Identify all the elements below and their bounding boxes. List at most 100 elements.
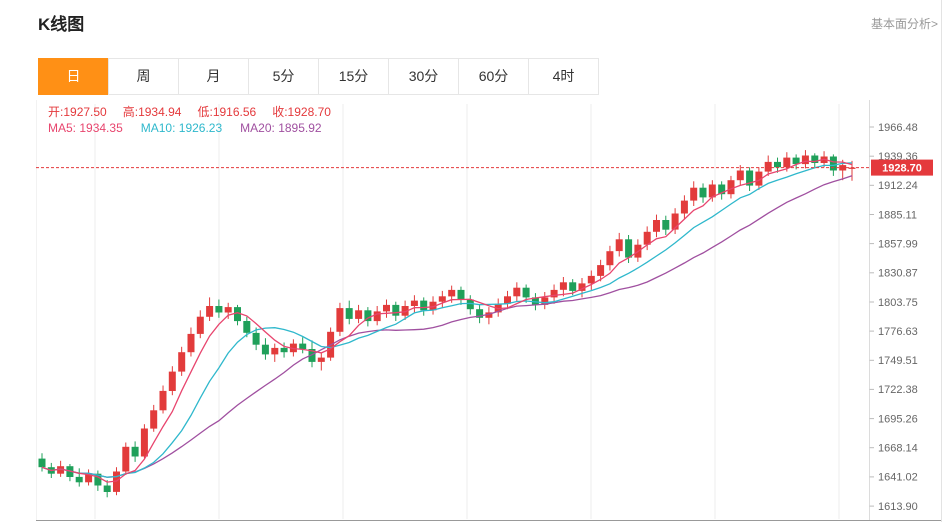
- candle-body: [196, 316, 204, 334]
- candle-body: [168, 371, 176, 391]
- candle-body: [410, 300, 418, 306]
- candle-body: [550, 289, 558, 298]
- ma20-line: [41, 175, 853, 478]
- candle-body: [159, 390, 167, 411]
- candle-body: [578, 283, 586, 291]
- tab-60min[interactable]: 60分: [458, 58, 529, 95]
- candle-body: [103, 485, 111, 492]
- y-axis-label: 1803.75: [878, 297, 918, 309]
- candle-body: [680, 200, 688, 214]
- candle-body: [243, 321, 251, 333]
- candle-body: [289, 343, 297, 353]
- candle-body: [662, 220, 670, 230]
- candle-body: [420, 300, 428, 311]
- candle-body: [587, 275, 595, 284]
- candle-body: [541, 297, 549, 305]
- candle-body: [345, 308, 353, 319]
- candle-body: [559, 282, 567, 290]
- candle-body: [811, 155, 819, 163]
- y-axis-label: 1722.38: [878, 384, 918, 396]
- candle-body: [206, 306, 214, 317]
- ma5-line: [41, 158, 853, 483]
- tab-15min[interactable]: 15分: [318, 58, 389, 95]
- candle-body: [308, 349, 316, 362]
- close-label: 收:: [272, 105, 288, 119]
- tab-day[interactable]: 日: [38, 58, 109, 95]
- candle-body: [252, 332, 260, 345]
- candle-body: [355, 310, 363, 319]
- open-label: 开:: [48, 105, 64, 119]
- candle-body: [234, 307, 241, 322]
- candle-body: [131, 446, 139, 457]
- candle-body: [783, 157, 791, 168]
- current-price-label: 1928.70: [882, 162, 922, 174]
- y-axis-label: 1641.02: [878, 472, 918, 484]
- candle-body: [653, 220, 660, 232]
- candle-body: [736, 170, 744, 181]
- y-axis-label: 1668.14: [878, 443, 918, 455]
- candle-body: [699, 187, 707, 198]
- candle-body: [429, 301, 437, 311]
- candle-body: [261, 344, 269, 355]
- candle-body: [373, 311, 381, 322]
- candle-body: [187, 333, 195, 353]
- candle-body: [690, 187, 698, 201]
- candle-body: [671, 213, 679, 230]
- ohlc-readout: 开:1927.50 高:1934.94 低:1916.56 收:1928.70: [48, 103, 347, 120]
- kline-chart-canvas[interactable]: 1966.481939.361912.241885.111857.991830.…: [0, 100, 944, 522]
- y-axis-label: 1885.11: [878, 209, 917, 221]
- candle-body: [113, 471, 120, 492]
- candle-body: [485, 312, 493, 318]
- y-axis-label: 1613.90: [878, 501, 918, 513]
- candle-body: [401, 306, 409, 316]
- ma10-line: [41, 162, 853, 478]
- y-axis-label: 1912.24: [878, 180, 918, 192]
- candle-body: [746, 170, 754, 186]
- candle-body: [531, 297, 539, 305]
- candle-body: [178, 352, 186, 372]
- candle-body: [150, 410, 158, 429]
- candle-body: [392, 304, 400, 316]
- candle-body: [336, 308, 344, 332]
- candle-body: [122, 446, 130, 472]
- low-value: 1916.56: [212, 105, 257, 119]
- ma20-value: 1895.92: [278, 121, 322, 135]
- y-axis-label: 1857.99: [878, 238, 918, 250]
- y-axis-label: 1966.48: [878, 122, 918, 134]
- tab-5min[interactable]: 5分: [248, 58, 319, 95]
- candle-body: [774, 161, 781, 168]
- ma5-value: 1934.35: [79, 121, 123, 135]
- candle-body: [448, 289, 456, 297]
- candle-body: [383, 304, 390, 312]
- candle-body: [224, 307, 232, 313]
- ma10-value: 1926.23: [178, 121, 223, 135]
- tab-month[interactable]: 月: [178, 58, 249, 95]
- current-price-marker: [871, 159, 933, 176]
- candle-body: [569, 282, 577, 291]
- candle-body: [792, 157, 800, 165]
- ma20-label: MA20:: [240, 121, 275, 135]
- candle-body: [271, 347, 279, 355]
- candle-body: [801, 155, 809, 165]
- candle-body: [476, 309, 484, 318]
- candle-body: [299, 343, 307, 349]
- candle-body: [718, 184, 726, 195]
- page-title: K线图: [38, 15, 85, 34]
- candle-body: [438, 296, 446, 302]
- close-value: 1928.70: [287, 105, 331, 119]
- candle-body: [85, 473, 93, 483]
- panel-right-border: [941, 0, 942, 522]
- fundamental-analysis-link[interactable]: 基本面分析>: [870, 17, 938, 31]
- tab-week[interactable]: 周: [108, 58, 179, 95]
- candle-body: [94, 473, 102, 486]
- y-axis-label: 1776.63: [878, 326, 918, 338]
- candle-body: [140, 428, 148, 457]
- y-axis-label: 1749.51: [878, 355, 918, 367]
- tab-30min[interactable]: 30分: [388, 58, 459, 95]
- candle-body: [829, 156, 837, 171]
- candle-body: [466, 299, 474, 310]
- open-value: 1927.50: [63, 105, 107, 119]
- tab-4hour[interactable]: 4时: [528, 58, 599, 95]
- candle-body: [625, 239, 633, 258]
- candle-body: [504, 296, 511, 304]
